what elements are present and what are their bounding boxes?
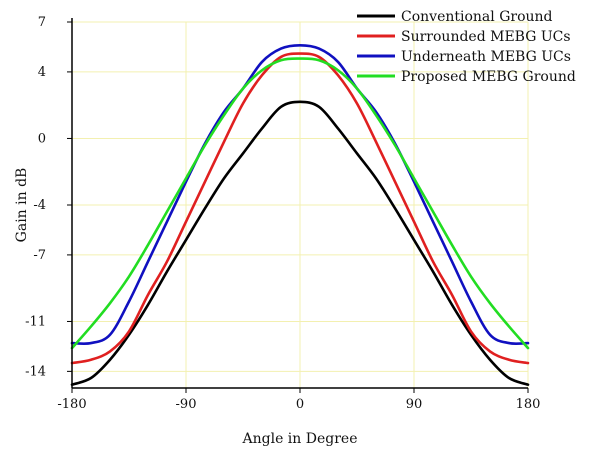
- legend-label: Surrounded MEBG UCs: [401, 29, 571, 45]
- series-line-1: [70, 100, 530, 386]
- y-tick-label: 4: [38, 65, 46, 80]
- x-tick-label: 90: [406, 397, 423, 412]
- series-line-4: [70, 57, 530, 350]
- grid-layer: [72, 21, 529, 388]
- y-tick-label: 7: [38, 15, 46, 30]
- legend: Conventional Ground Surrounded MEBG UCs Un…: [357, 9, 576, 85]
- x-tick-label: 0: [296, 397, 304, 412]
- y-tick-label: -14: [25, 364, 46, 379]
- y-axis-title: Gain in dB: [14, 168, 30, 243]
- series-line-3: [70, 43, 530, 345]
- x-tick-label: -90: [176, 397, 197, 412]
- x-axis-title: Angle in Degree: [242, 431, 358, 447]
- series-line-2: [70, 52, 530, 365]
- y-tick-label: 0: [38, 131, 46, 146]
- legend-label: Underneath MEBG UCs: [401, 49, 571, 65]
- x-tick-label: -180: [57, 397, 86, 412]
- y-tick-label: -4: [33, 198, 46, 213]
- tick-layer: -180 -90 0 90 180 7 4 0 -4 -7 -11 -14: [25, 15, 540, 412]
- series-layer: [70, 43, 530, 386]
- x-tick-label: 180: [516, 397, 541, 412]
- y-tick-label: -11: [25, 314, 46, 329]
- legend-label: Proposed MEBG Ground: [401, 69, 576, 85]
- y-tick-label: -7: [33, 248, 46, 263]
- legend-label: Conventional Ground: [401, 9, 553, 25]
